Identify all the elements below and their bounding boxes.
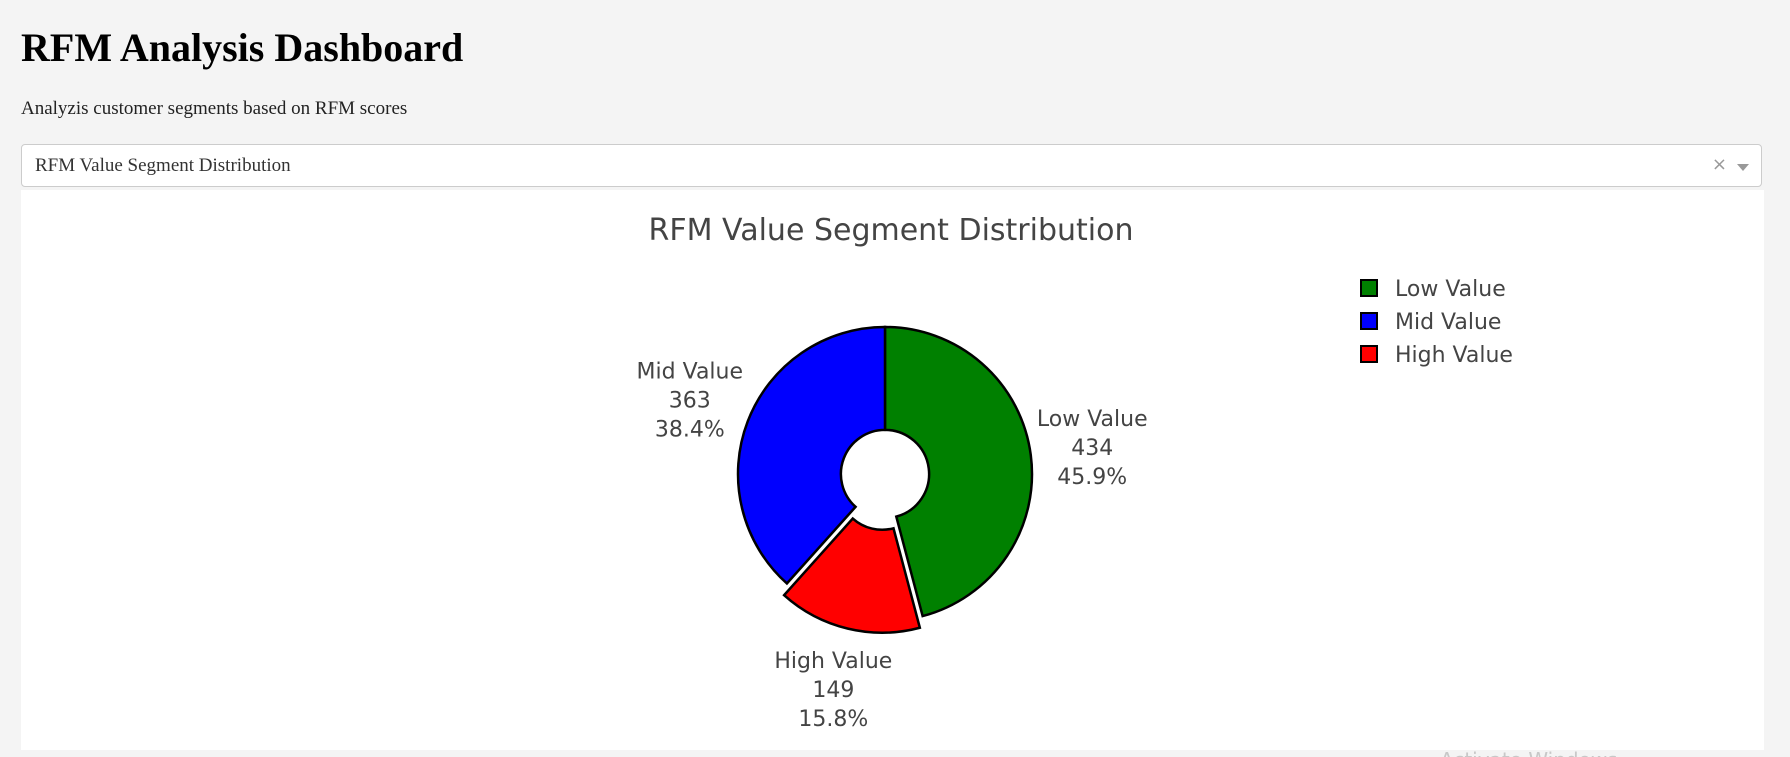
chart-selector-dropdown[interactable]: RFM Value Segment Distribution ×: [21, 144, 1762, 187]
dropdown-selected-value: RFM Value Segment Distribution: [35, 155, 291, 176]
clear-icon[interactable]: ×: [1711, 154, 1727, 175]
pie-slice-mid-value[interactable]: [736, 325, 887, 586]
chart-panel: RFM Value Segment Distribution Low Value…: [21, 190, 1764, 750]
pie-slices: [736, 325, 1034, 634]
pie-slice-high-value[interactable]: [782, 516, 922, 634]
pie-labels: Low Value 434 45.9% High Value 149 15.8% Mid V…: [637, 359, 1148, 732]
pie-chart: RFM Value Segment Distribution Low Value…: [637, 213, 1513, 732]
legend-swatch-mid-value[interactable]: [1360, 312, 1378, 330]
page-subtitle: Analyzis customer segments based on RFM …: [21, 98, 408, 119]
legend-label-mid-value[interactable]: Mid Value: [1395, 310, 1501, 335]
page-title: RFM Analysis Dashboard: [21, 25, 464, 70]
windows-watermark: Activate Windows: [1440, 748, 1618, 757]
legend-swatch-high-value[interactable]: [1360, 345, 1378, 363]
chart-legend: Low Value Mid Value High Value: [1360, 277, 1513, 368]
legend-label-high-value[interactable]: High Value: [1395, 343, 1513, 368]
legend-label-low-value[interactable]: Low Value: [1395, 277, 1506, 302]
chart-title: RFM Value Segment Distribution: [649, 213, 1134, 248]
pie-slice-low-value[interactable]: [883, 325, 1034, 618]
chevron-down-icon[interactable]: [1737, 164, 1749, 171]
slice-label-low-value: Low Value 434 45.9%: [1037, 407, 1148, 490]
legend-swatch-low-value[interactable]: [1360, 279, 1378, 297]
slice-label-high-value: High Value 149 15.8%: [774, 649, 892, 732]
slice-label-mid-value: Mid Value 363 38.4%: [637, 359, 743, 442]
